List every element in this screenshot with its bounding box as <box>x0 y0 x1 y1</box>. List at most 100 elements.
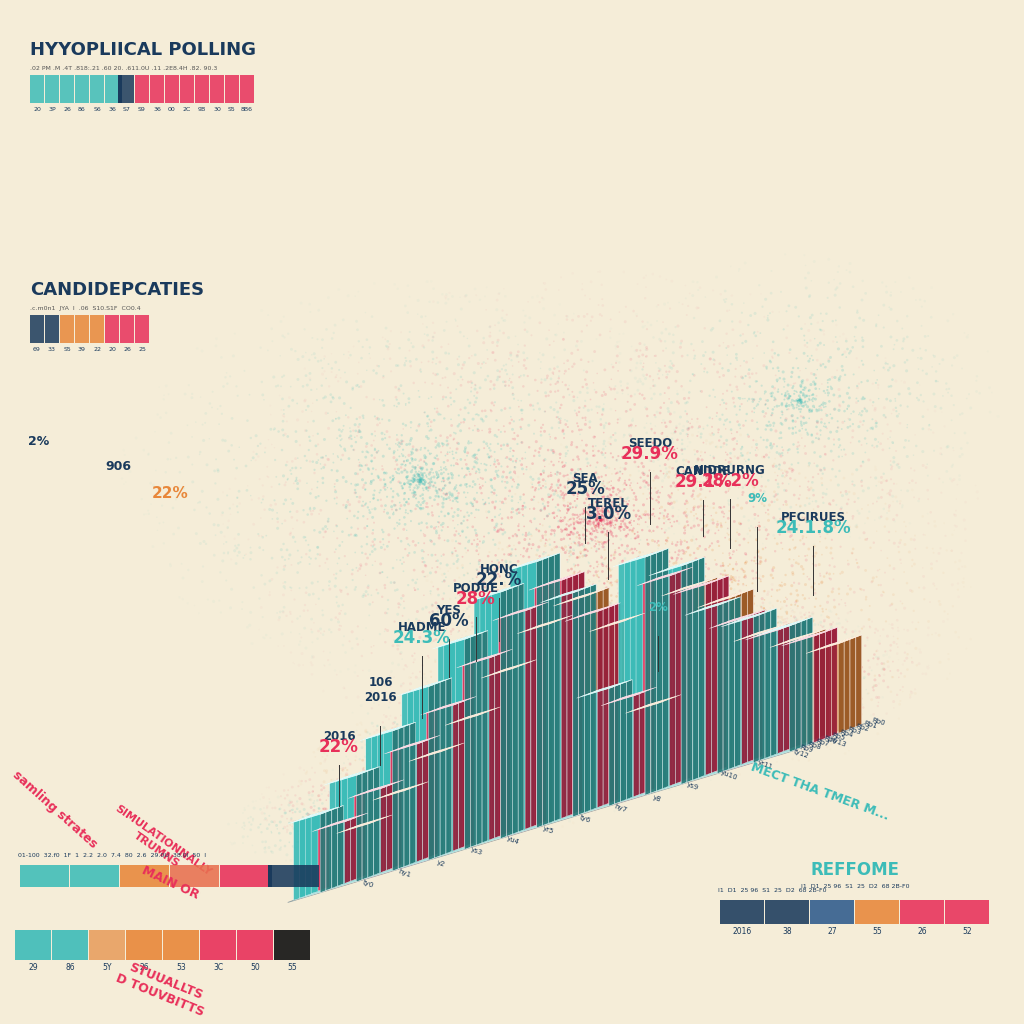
Point <box>670 641 686 657</box>
Point <box>555 654 571 671</box>
Point <box>284 802 300 818</box>
Point <box>441 781 458 798</box>
Point <box>344 785 360 802</box>
Polygon shape <box>528 620 561 825</box>
Point <box>400 775 417 792</box>
Point <box>713 596 729 612</box>
Point <box>841 492 857 508</box>
Point <box>564 770 581 786</box>
Point <box>415 744 431 761</box>
Point <box>310 452 327 468</box>
Point <box>237 800 253 816</box>
Point <box>677 496 693 512</box>
Point <box>492 691 508 708</box>
Point <box>305 783 322 800</box>
Point <box>391 772 408 788</box>
Point <box>538 557 554 573</box>
Point <box>300 806 316 822</box>
Point <box>768 472 784 488</box>
Point <box>768 486 784 503</box>
Text: YES: YES <box>436 604 462 617</box>
Point <box>308 455 325 471</box>
Point <box>509 607 525 624</box>
Point <box>393 464 410 480</box>
Point <box>455 586 471 602</box>
Point <box>274 626 291 642</box>
Point <box>404 470 421 486</box>
Point <box>679 718 695 734</box>
Point <box>512 702 528 719</box>
Point <box>506 464 522 480</box>
Point <box>371 797 387 813</box>
Point <box>440 345 457 361</box>
Point <box>605 450 622 466</box>
Point <box>477 737 494 754</box>
Point <box>537 666 553 682</box>
Point <box>558 621 574 637</box>
Point <box>616 475 633 492</box>
Point <box>358 443 375 460</box>
Point <box>214 507 230 523</box>
Point <box>570 753 587 769</box>
Point <box>672 592 688 608</box>
Point <box>493 501 509 517</box>
Point <box>544 708 560 724</box>
Point <box>703 522 720 539</box>
Point <box>603 437 620 454</box>
Point <box>498 495 514 511</box>
Point <box>778 482 795 499</box>
Point <box>376 783 392 800</box>
Point <box>513 740 529 757</box>
Point <box>395 385 412 401</box>
Point <box>690 300 707 316</box>
Polygon shape <box>618 553 656 564</box>
Point <box>562 754 579 770</box>
Point <box>691 634 708 650</box>
Point <box>420 408 436 424</box>
Point <box>675 583 691 599</box>
Point <box>892 593 908 609</box>
Point <box>500 721 516 737</box>
Point <box>686 583 702 599</box>
Point <box>666 555 682 571</box>
Point <box>722 598 738 614</box>
Point <box>793 737 809 754</box>
Point <box>712 628 728 644</box>
Point <box>289 796 305 812</box>
Point <box>446 743 463 760</box>
Point <box>213 349 229 366</box>
Point <box>756 611 772 628</box>
Point <box>711 432 727 449</box>
Point <box>868 523 885 540</box>
Point <box>616 516 633 532</box>
Point <box>502 646 518 663</box>
Point <box>804 606 820 623</box>
Point <box>628 729 644 745</box>
Point <box>490 651 507 668</box>
Point <box>411 805 427 821</box>
Point <box>551 415 567 431</box>
Polygon shape <box>373 788 411 800</box>
Point <box>719 525 735 542</box>
Point <box>310 835 327 851</box>
Point <box>248 428 264 444</box>
Point <box>401 767 418 783</box>
Point <box>337 760 353 776</box>
Point <box>498 479 514 496</box>
Point <box>710 424 726 440</box>
Point <box>622 631 638 647</box>
Point <box>812 528 828 545</box>
Point <box>424 354 440 371</box>
Point <box>616 724 633 740</box>
Point <box>397 806 414 822</box>
Point <box>386 632 402 648</box>
Point <box>760 506 776 522</box>
Point <box>762 352 778 369</box>
Point <box>483 627 500 643</box>
Point <box>403 775 420 792</box>
Point <box>553 589 569 605</box>
Point <box>610 596 627 612</box>
Point <box>947 503 964 519</box>
Point <box>673 592 689 608</box>
Point <box>366 472 382 488</box>
